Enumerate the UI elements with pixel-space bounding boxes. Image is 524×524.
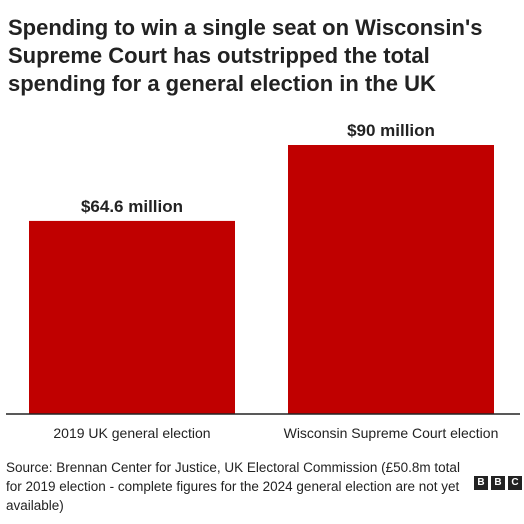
- source-note: Source: Brennan Center for Justice, UK E…: [6, 460, 460, 513]
- bbc-logo-letter-3: C: [508, 476, 522, 490]
- category-label-2: Wisconsin Supreme Court election: [284, 425, 499, 441]
- data-label-1: $64.6 million: [81, 197, 183, 216]
- chart-title: Spending to win a single seat on Wiscons…: [8, 15, 483, 96]
- bbc-logo: B B C: [474, 476, 522, 490]
- bbc-logo-letter-2: B: [491, 476, 505, 490]
- data-label-2: $90 million: [347, 121, 435, 140]
- bar-1: [29, 220, 235, 414]
- bar-2: [288, 145, 494, 414]
- bbc-logo-letter-1: B: [474, 476, 488, 490]
- category-label-1: 2019 UK general election: [53, 425, 210, 441]
